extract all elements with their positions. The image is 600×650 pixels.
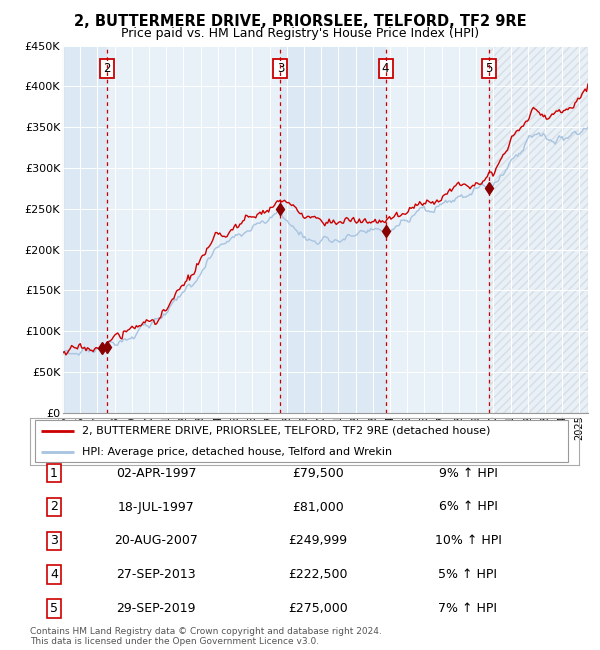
Text: Price paid vs. HM Land Registry's House Price Index (HPI): Price paid vs. HM Land Registry's House … bbox=[121, 27, 479, 40]
Text: £222,500: £222,500 bbox=[288, 568, 348, 581]
Text: 7% ↑ HPI: 7% ↑ HPI bbox=[439, 602, 497, 615]
FancyBboxPatch shape bbox=[35, 421, 568, 462]
Text: 2, BUTTERMERE DRIVE, PRIORSLEE, TELFORD, TF2 9RE (detached house): 2, BUTTERMERE DRIVE, PRIORSLEE, TELFORD,… bbox=[82, 426, 491, 436]
Text: 2: 2 bbox=[50, 500, 58, 514]
Text: 02-APR-1997: 02-APR-1997 bbox=[116, 467, 196, 480]
Text: £79,500: £79,500 bbox=[292, 467, 344, 480]
Text: £275,000: £275,000 bbox=[288, 602, 348, 615]
Text: 2: 2 bbox=[103, 62, 110, 75]
Bar bbox=[386, 46, 489, 413]
Text: 5: 5 bbox=[50, 602, 58, 615]
Text: 2, BUTTERMERE DRIVE, PRIORSLEE, TELFORD, TF2 9RE: 2, BUTTERMERE DRIVE, PRIORSLEE, TELFORD,… bbox=[74, 14, 526, 29]
Text: 29-SEP-2019: 29-SEP-2019 bbox=[116, 602, 196, 615]
Text: 4: 4 bbox=[382, 62, 389, 75]
Text: Contains HM Land Registry data © Crown copyright and database right 2024.: Contains HM Land Registry data © Crown c… bbox=[30, 627, 382, 636]
Text: This data is licensed under the Open Government Licence v3.0.: This data is licensed under the Open Gov… bbox=[30, 637, 319, 646]
Text: 9% ↑ HPI: 9% ↑ HPI bbox=[439, 467, 497, 480]
Text: 3: 3 bbox=[277, 62, 284, 75]
Text: 1: 1 bbox=[50, 467, 58, 480]
Text: HPI: Average price, detached house, Telford and Wrekin: HPI: Average price, detached house, Telf… bbox=[82, 447, 392, 457]
Text: 20-AUG-2007: 20-AUG-2007 bbox=[114, 534, 198, 547]
Text: £81,000: £81,000 bbox=[292, 500, 344, 514]
Text: 6% ↑ HPI: 6% ↑ HPI bbox=[439, 500, 497, 514]
Text: 27-SEP-2013: 27-SEP-2013 bbox=[116, 568, 196, 581]
Text: 18-JUL-1997: 18-JUL-1997 bbox=[118, 500, 194, 514]
Text: £249,999: £249,999 bbox=[289, 534, 347, 547]
Bar bbox=[489, 46, 588, 413]
Text: 5% ↑ HPI: 5% ↑ HPI bbox=[439, 568, 497, 581]
Text: 5: 5 bbox=[485, 62, 493, 75]
Text: 4: 4 bbox=[50, 568, 58, 581]
Text: 3: 3 bbox=[50, 534, 58, 547]
Text: 10% ↑ HPI: 10% ↑ HPI bbox=[434, 534, 502, 547]
Bar bbox=[107, 46, 280, 413]
